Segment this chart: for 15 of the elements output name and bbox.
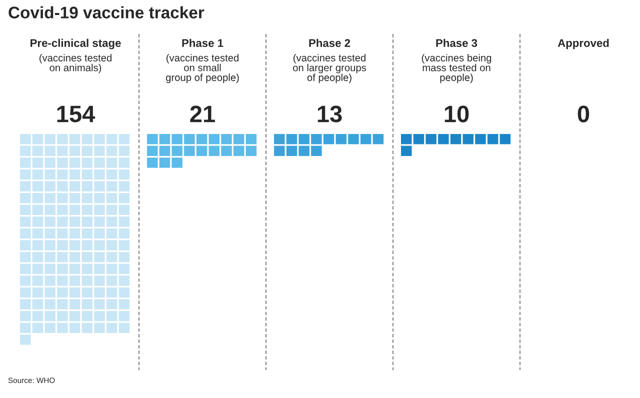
category-label: Phase 3: [436, 38, 478, 47]
text: (vaccines being mass tested on people): [422, 54, 492, 84]
category-label: Approved: [558, 38, 609, 50]
text: (vaccines tested on larger groups of people): [293, 54, 366, 84]
category-label: Phase 2: [309, 38, 350, 47]
text: (vaccines tested on small group of people): [166, 54, 239, 84]
text: (vaccines tested on animals): [40, 54, 112, 74]
data-label: 10: [444, 106, 469, 122]
data-label: 0: [578, 106, 590, 122]
data-label: 13: [318, 106, 342, 122]
data-label: 154: [57, 106, 96, 122]
data-label: 21: [190, 106, 215, 122]
category-label: Phase 1: [182, 38, 224, 47]
text: Covid-19 vaccine tracker: [8, 6, 204, 18]
category-label: Pre-clinical stage: [30, 38, 121, 50]
